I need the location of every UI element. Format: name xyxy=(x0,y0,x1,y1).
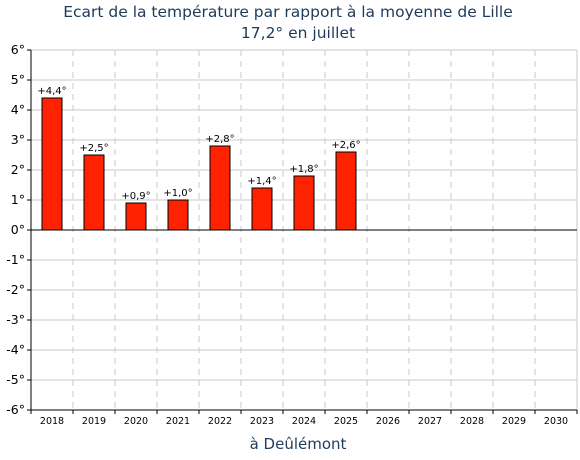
y-tick-label: -3° xyxy=(6,312,25,327)
x-tick-label-2023: 2023 xyxy=(250,416,274,427)
y-tick-label: 6° xyxy=(11,42,25,57)
y-tick-label: 0° xyxy=(11,222,25,237)
x-tick-label-2022: 2022 xyxy=(208,416,232,427)
x-axis-label: à Deûlémont xyxy=(250,435,347,453)
data-label-2019: +2,5° xyxy=(79,143,108,154)
data-label-2021: +1,0° xyxy=(163,188,192,199)
data-label-2025: +2,6° xyxy=(331,140,360,151)
data-label-2023: +1,4° xyxy=(247,176,276,187)
bar-2022 xyxy=(209,145,231,231)
bar-2020 xyxy=(125,202,147,231)
chart-subtitle: 17,2° en juillet xyxy=(241,24,355,42)
bar-2021 xyxy=(167,199,189,231)
x-tick-label-2019: 2019 xyxy=(82,416,106,427)
axes xyxy=(27,49,578,414)
data-label-2018: +4,4° xyxy=(37,86,66,97)
bars xyxy=(41,97,357,231)
x-tick-label-2030: 2030 xyxy=(544,416,568,427)
bar-2023 xyxy=(251,187,273,231)
y-tick-label: -1° xyxy=(6,252,25,267)
x-tick-label-2026: 2026 xyxy=(376,416,400,427)
y-tick-label: 2° xyxy=(11,162,25,177)
x-tick-label-2029: 2029 xyxy=(502,416,526,427)
x-tick-label-2028: 2028 xyxy=(460,416,484,427)
y-tick-label: 5° xyxy=(11,72,25,87)
x-tick-label-2025: 2025 xyxy=(334,416,358,427)
data-label-2024: +1,8° xyxy=(289,164,318,175)
data-label-2020: +0,9° xyxy=(121,191,150,202)
y-tick-label: 4° xyxy=(11,102,25,117)
y-tick-label: 3° xyxy=(11,132,25,147)
bar-2018 xyxy=(41,97,63,231)
y-tick-label: -4° xyxy=(6,342,25,357)
chart-title: Ecart de la température par rapport à la… xyxy=(63,3,513,21)
bar-2025 xyxy=(335,151,357,231)
bar-2024 xyxy=(293,175,315,231)
x-tick-label-2018: 2018 xyxy=(40,416,64,427)
y-tick-label: -5° xyxy=(6,372,25,387)
x-tick-label-2027: 2027 xyxy=(418,416,442,427)
y-tick-labels: 6° 5° 4° 3° 2° 1° 0° -1° -2° -3° -4° -5° -6° xyxy=(6,42,25,417)
y-tick-label: -2° xyxy=(6,282,25,297)
data-label-2022: +2,8° xyxy=(205,134,234,145)
x-tick-label-2021: 2021 xyxy=(166,416,190,427)
data-labels: +4,4° +2,5° +0,9° +1,0° +2,8° +1,4° +1,8° +2,6° xyxy=(37,86,360,202)
x-tick-label-2024: 2024 xyxy=(292,416,316,427)
y-tick-label: 1° xyxy=(11,192,25,207)
x-tick-labels: 2018 2019 2020 2021 2022 2023 2024 2025 2026 2027… xyxy=(40,416,568,427)
x-tick-label-2020: 2020 xyxy=(124,416,148,427)
bar-2019 xyxy=(83,154,105,231)
y-tick-label: -6° xyxy=(6,402,25,417)
